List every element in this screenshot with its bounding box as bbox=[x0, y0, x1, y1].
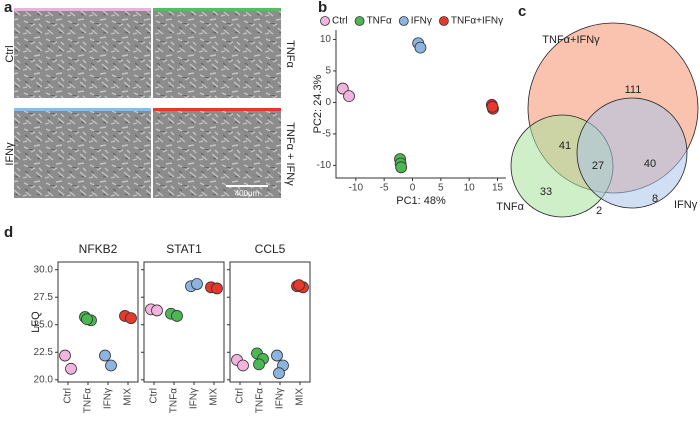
x-tick-label: 0 bbox=[410, 183, 416, 194]
legend-marker bbox=[354, 16, 365, 26]
condition-label: TNFα bbox=[284, 40, 296, 68]
x-tick-label: IFNγ bbox=[189, 388, 200, 409]
point bbox=[65, 362, 77, 375]
panel-frame bbox=[57, 261, 139, 383]
axis-line bbox=[335, 30, 506, 179]
venn-count: 8 bbox=[652, 193, 658, 205]
condition-bar bbox=[14, 8, 151, 11]
point bbox=[253, 358, 265, 371]
panel-frame bbox=[229, 261, 311, 383]
condition-bar bbox=[153, 108, 281, 111]
point bbox=[343, 90, 355, 103]
point bbox=[105, 359, 117, 372]
condition-bar bbox=[14, 108, 151, 111]
panel-title: CCL5 bbox=[255, 242, 286, 256]
legend-label: Ctrl bbox=[332, 16, 348, 27]
venn-count: 111 bbox=[625, 84, 642, 96]
condition-bar bbox=[153, 8, 281, 11]
legend-label: TNFα+IFNγ bbox=[451, 16, 503, 27]
x-tick-label: TNFα bbox=[169, 388, 180, 413]
panel-title: NFKB2 bbox=[79, 242, 118, 256]
legend-marker bbox=[398, 16, 409, 26]
point bbox=[293, 279, 305, 292]
y-tick-label: -10 bbox=[317, 160, 332, 171]
point bbox=[191, 278, 203, 290]
x-tick-label: MIX bbox=[123, 388, 134, 406]
legend-label: IFNγ bbox=[411, 16, 432, 27]
point bbox=[336, 82, 349, 95]
panel-letter: d bbox=[4, 224, 13, 241]
x-tick-label: IFNγ bbox=[103, 388, 114, 409]
y-tick-label: 20.0 bbox=[34, 374, 54, 385]
condition-label: Ctrl bbox=[4, 45, 16, 62]
point bbox=[211, 282, 223, 295]
condition-label: IFNγ bbox=[4, 142, 16, 166]
point bbox=[81, 313, 93, 326]
x-tick-label: 10 bbox=[464, 183, 476, 194]
panel-letter: c bbox=[518, 3, 526, 20]
point bbox=[171, 310, 183, 322]
x-tick-label: -5 bbox=[380, 183, 389, 194]
x-tick-label: Ctrl bbox=[63, 388, 74, 404]
point bbox=[414, 41, 427, 54]
x-tick-label: TNFα bbox=[255, 388, 266, 413]
venn-set bbox=[576, 97, 688, 209]
y-axis-title: PC2: 24.3% bbox=[312, 74, 324, 133]
venn-set-label: IFNγ bbox=[674, 199, 698, 211]
x-axis-title: PC1: 48% bbox=[396, 195, 446, 207]
point bbox=[125, 312, 137, 325]
legend-marker bbox=[439, 16, 449, 26]
scale-bar-label: 400μm bbox=[235, 189, 260, 198]
x-tick-label: Ctrl bbox=[235, 388, 246, 404]
point bbox=[486, 100, 499, 113]
x-tick-label: Ctrl bbox=[149, 388, 160, 404]
x-tick-label: 5 bbox=[438, 183, 444, 194]
legend-label: TNFα bbox=[367, 16, 392, 27]
panel-letter: a bbox=[4, 0, 13, 16]
point bbox=[395, 161, 408, 174]
y-tick-label: -5 bbox=[322, 129, 331, 140]
x-tick-label: 15 bbox=[492, 183, 504, 194]
y-tick-label: 10 bbox=[320, 34, 332, 45]
point bbox=[59, 349, 71, 362]
micrograph bbox=[14, 11, 151, 98]
venn-count: 2 bbox=[596, 205, 602, 217]
micrograph bbox=[153, 111, 281, 198]
venn-count: 40 bbox=[644, 158, 656, 170]
point bbox=[99, 349, 111, 362]
x-tick-label: IFNγ bbox=[275, 388, 286, 409]
venn-count: 27 bbox=[592, 160, 604, 172]
y-tick-label: 27.5 bbox=[34, 292, 54, 303]
point bbox=[237, 359, 249, 372]
y-tick-label: 0 bbox=[325, 97, 331, 108]
y-tick-label: 25.0 bbox=[34, 319, 54, 330]
y-tick-label: 30.0 bbox=[34, 264, 54, 275]
panel-letter: b bbox=[318, 0, 327, 16]
y-tick-label: 5 bbox=[325, 66, 331, 77]
x-tick-label: TNFα bbox=[83, 388, 94, 413]
venn-count: 33 bbox=[540, 186, 552, 198]
venn-count: 41 bbox=[559, 140, 571, 152]
micrograph bbox=[14, 111, 151, 198]
y-axis-title: LFQ bbox=[30, 311, 42, 333]
condition-label: TNFα + IFNγ bbox=[284, 122, 296, 186]
point bbox=[151, 304, 163, 317]
panel-title: STAT1 bbox=[166, 242, 202, 256]
x-tick-label: MIX bbox=[209, 388, 220, 406]
venn-set-label: TNFα+IFNγ bbox=[542, 34, 600, 46]
legend-marker bbox=[320, 16, 330, 26]
venn-set-label: TNFα bbox=[496, 201, 524, 213]
panel-frame bbox=[143, 261, 225, 383]
point bbox=[273, 367, 285, 380]
y-tick-label: 22.5 bbox=[34, 347, 54, 358]
micrograph bbox=[153, 11, 281, 98]
x-tick-label: MIX bbox=[295, 388, 306, 406]
point bbox=[271, 349, 283, 362]
x-tick-label: -10 bbox=[349, 183, 364, 194]
